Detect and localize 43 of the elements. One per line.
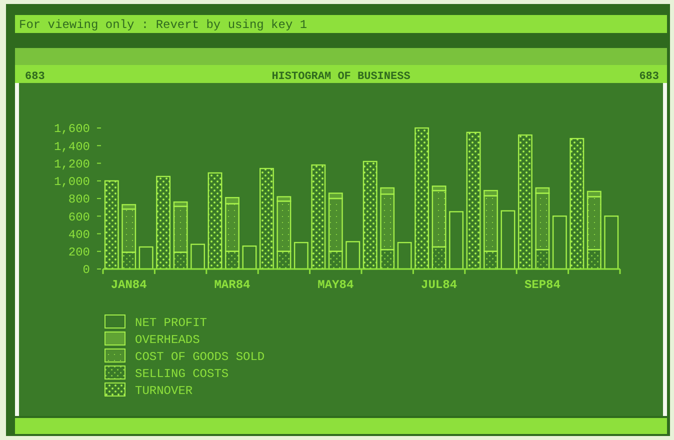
legend-label: SELLING COSTS — [135, 367, 229, 381]
bar — [500, 210, 516, 270]
legend-label: NET PROFIT — [135, 316, 208, 330]
legend-label: OVERHEADS — [135, 333, 200, 347]
bar — [570, 138, 584, 270]
y-tick-label: 1,000 — [54, 175, 90, 190]
bar — [466, 132, 481, 270]
y-tick-label: 1,400 — [54, 140, 90, 154]
bar — [260, 168, 274, 270]
bar — [208, 172, 222, 270]
bar — [156, 176, 171, 270]
bar — [552, 216, 567, 270]
y-tick-label: 1,200 — [54, 157, 90, 172]
y-tick-label: 1,600 — [54, 122, 90, 136]
bar — [346, 241, 360, 270]
x-tick-label: SEP84 — [524, 278, 560, 292]
text: 683 — [639, 71, 660, 83]
y-tick-label: 600 — [68, 210, 90, 224]
y-tick-label: 0 — [82, 263, 90, 278]
x-tick-label: MAR84 — [214, 278, 250, 292]
bar — [604, 216, 619, 270]
x-tick-label: MAY84 — [318, 278, 354, 292]
y-tick-label: 400 — [68, 228, 90, 242]
bar — [362, 160, 378, 270]
bar — [242, 245, 257, 270]
bar — [294, 242, 308, 270]
bar — [138, 246, 154, 270]
legend-label: TURNOVER — [135, 384, 193, 398]
bar — [311, 164, 326, 270]
bar — [397, 242, 412, 270]
legend-label: COST OF GOODS SOLD — [135, 350, 265, 364]
bar — [518, 134, 532, 270]
bar — [414, 127, 430, 270]
x-tick-label: JAN84 — [110, 278, 147, 292]
text: 683 — [25, 71, 46, 83]
y-tick-label: 800 — [68, 192, 90, 207]
bar — [449, 211, 464, 270]
bar — [104, 180, 119, 270]
chart-title: HISTOGRAM OF BUSINESS — [272, 71, 411, 83]
text: For viewing only : Revert by using key 1 — [19, 18, 308, 32]
bar — [190, 244, 205, 270]
y-tick-label: 200 — [68, 246, 90, 260]
x-tick-label: JUL84 — [421, 278, 458, 292]
